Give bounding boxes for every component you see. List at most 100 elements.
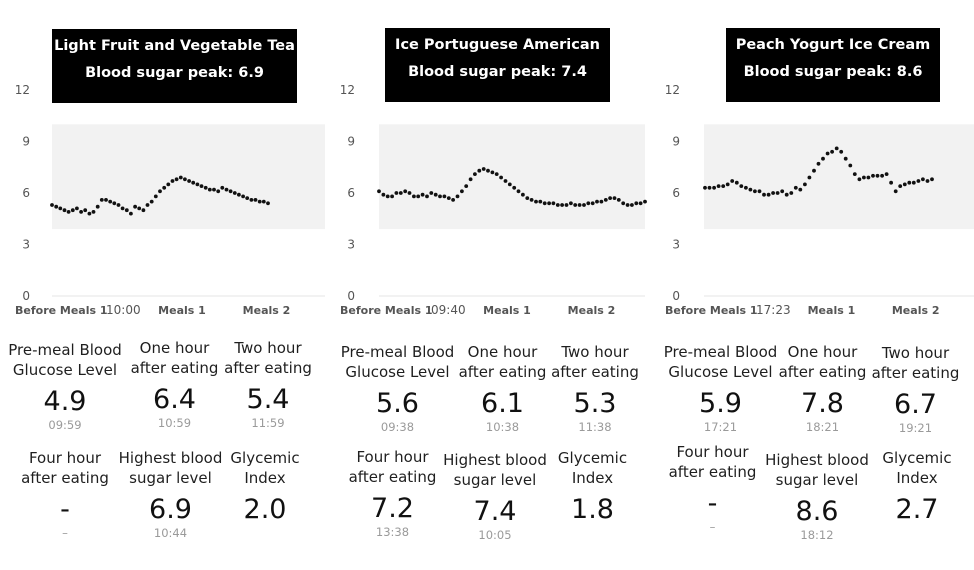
glucose-point xyxy=(385,194,390,199)
metric-label: sugar level xyxy=(129,469,212,487)
metric-time: 11:59 xyxy=(251,416,285,430)
metric-time: 19:21 xyxy=(898,421,933,435)
glucose-point xyxy=(438,194,442,199)
glucose-point xyxy=(560,203,564,207)
metric-glycemic-index: Glycemic Index 2.0 xyxy=(220,448,310,526)
metric-value: 6.4 xyxy=(153,384,196,415)
glucose-point xyxy=(129,211,133,216)
glucose-point xyxy=(377,189,381,194)
glucose-point xyxy=(75,206,79,211)
peak-label: Blood sugar peak: 8.6 xyxy=(743,64,923,80)
metric-highest: Highest blood sugar level 8.6 18:12 xyxy=(762,450,872,542)
glucose-point xyxy=(871,173,875,178)
glucose-point xyxy=(174,177,179,182)
panel-coffee: Ice Portuguese American Blood sugar peak… xyxy=(325,0,650,570)
glucose-point xyxy=(612,196,617,200)
glucose-point xyxy=(203,185,208,190)
y-tick-label: 6 xyxy=(672,186,680,200)
glucose-point xyxy=(104,198,108,202)
glucose-point xyxy=(407,191,412,195)
glucose-point xyxy=(83,208,88,213)
glucose-point xyxy=(757,189,762,194)
glucose-point xyxy=(507,182,512,187)
metric-label: Two hour xyxy=(561,343,629,361)
metric-time: 09:38 xyxy=(380,420,415,434)
metric-label: Pre-meal Blood xyxy=(663,343,778,361)
metric-label: Glucose Level xyxy=(345,363,450,381)
metric-time: 17:21 xyxy=(703,420,738,434)
glucose-point xyxy=(429,191,434,195)
metric-label: One hour xyxy=(139,339,210,357)
glucose-point xyxy=(486,168,490,173)
metric-label: after eating xyxy=(871,364,960,382)
glucose-point xyxy=(634,201,639,206)
glucose-point xyxy=(224,187,229,192)
glucose-point xyxy=(542,201,547,206)
x-tick-label: Meals 1 xyxy=(158,304,206,317)
metric-twohour: Two hour after eating 6.7 19:21 xyxy=(868,343,963,435)
metric-value: 5.4 xyxy=(246,384,290,415)
metric-premeal: Pre-meal Blood Glucose Level 5.9 17:21 xyxy=(658,342,783,434)
glucose-point xyxy=(525,196,530,200)
metric-label: Index xyxy=(896,469,938,487)
glucose-point xyxy=(464,184,469,188)
metric-label: after eating xyxy=(458,363,547,381)
metric-label: sugar level xyxy=(453,471,537,489)
metric-value: 7.8 xyxy=(801,388,844,419)
glucose-point xyxy=(237,192,241,197)
glucose-point xyxy=(153,194,158,199)
glucose-point xyxy=(712,185,716,190)
glucose-point xyxy=(212,187,216,192)
x-tick-label: Meals 2 xyxy=(892,304,940,317)
metric-time: 10:59 xyxy=(157,416,192,430)
glucose-point xyxy=(730,179,735,183)
metric-time: 11:38 xyxy=(578,420,612,434)
metric-value: - xyxy=(707,488,718,519)
glucose-point xyxy=(266,201,270,206)
metric-onehour: One hour after eating 6.4 10:59 xyxy=(112,338,237,430)
glucose-point xyxy=(898,184,903,188)
glucose-point xyxy=(916,179,921,183)
chart-title: Peach Yogurt Ice Cream xyxy=(735,37,931,53)
glucose-point xyxy=(442,194,447,199)
glucose-point xyxy=(834,146,839,151)
metric-glycemic-index: Glycemic Index 2.7 xyxy=(872,448,962,526)
glucose-point xyxy=(416,194,421,199)
glucose-point xyxy=(477,168,482,173)
glucose-point xyxy=(603,198,608,202)
metric-onehour: One hour after eating 6.1 10:38 xyxy=(455,342,550,434)
glucose-point xyxy=(257,199,262,204)
glucose-point xyxy=(925,179,930,183)
glucose-point xyxy=(66,210,71,214)
x-tick-label: Meals 2 xyxy=(243,304,291,317)
metric-value: 2.0 xyxy=(243,494,287,525)
peak-label: Blood sugar peak: 6.9 xyxy=(85,65,264,81)
glucose-point xyxy=(216,189,221,194)
metric-value: 6.1 xyxy=(481,388,524,419)
glucose-point xyxy=(630,203,634,207)
glucose-chart: 0 3 6 9 12 Before Meals 117:23 Meals 1 Meals 2 xyxy=(665,83,974,317)
metric-twohour: Two hour after eating 5.4 11:59 xyxy=(218,338,318,430)
glucose-point xyxy=(137,206,142,211)
glucose-point xyxy=(816,161,821,166)
glucose-point xyxy=(744,185,748,190)
metric-label: Glucose Level xyxy=(668,363,773,381)
metric-label: One hour xyxy=(467,343,538,361)
target-range-band xyxy=(704,124,974,230)
glucose-point xyxy=(516,189,521,194)
metric-label: Glycemic xyxy=(882,449,952,467)
glucose-point xyxy=(99,198,104,202)
y-tick-label: 3 xyxy=(22,238,30,252)
chart-title-box: Ice Portuguese American Blood sugar peak… xyxy=(385,28,610,102)
y-tick-label: 12 xyxy=(665,83,680,97)
glucose-point xyxy=(394,191,399,195)
glucose-point xyxy=(902,182,907,187)
metric-label: sugar level xyxy=(775,471,859,489)
glucose-point xyxy=(880,173,884,178)
metric-value: 5.6 xyxy=(376,388,419,419)
metric-label: Glycemic xyxy=(230,449,300,467)
glucose-point xyxy=(58,206,63,211)
metric-premeal: Pre-meal Blood Glucose Level 4.9 09:59 xyxy=(0,340,130,432)
glucose-point xyxy=(884,172,889,176)
glucose-point xyxy=(124,208,129,213)
